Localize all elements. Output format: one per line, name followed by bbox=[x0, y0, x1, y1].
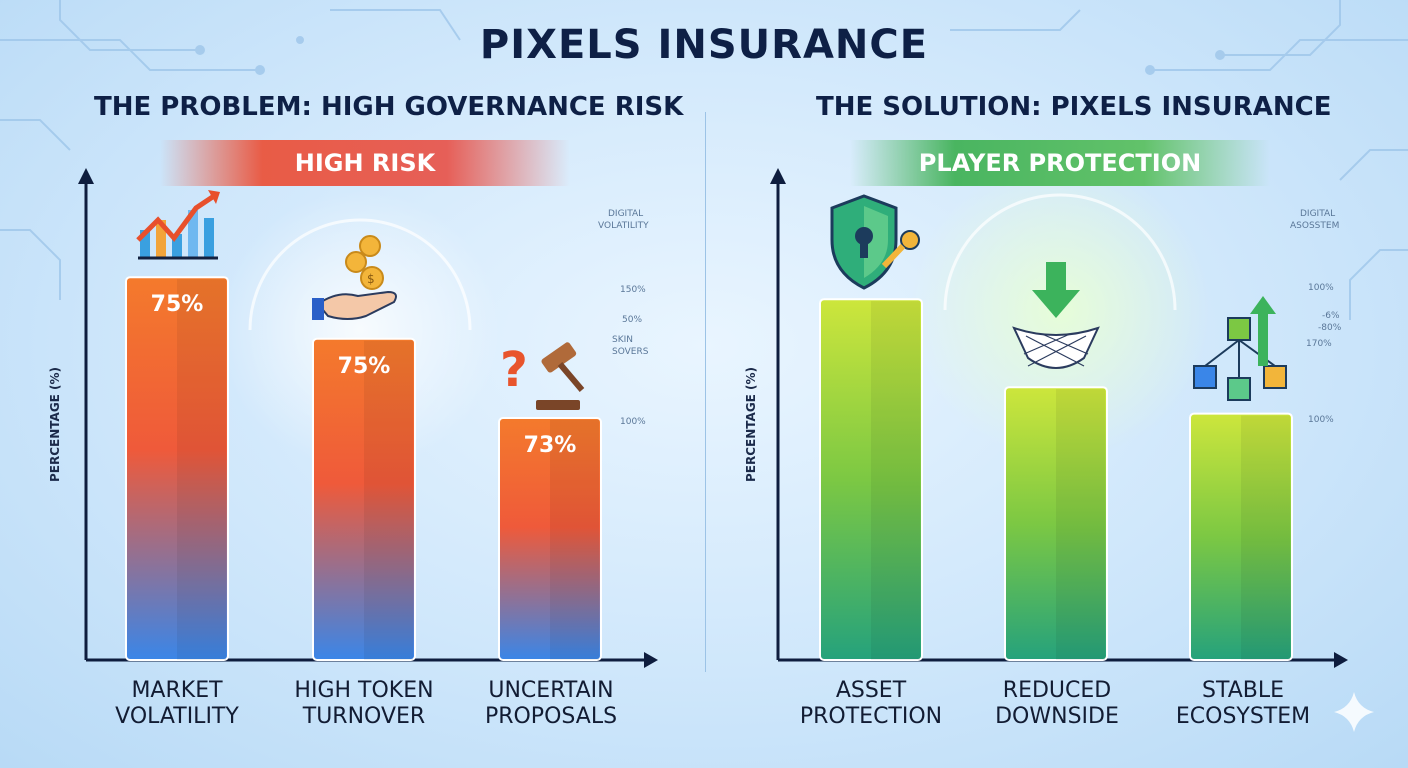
svg-text:?: ? bbox=[500, 342, 528, 398]
coins-hand-icon: $ bbox=[312, 235, 397, 320]
risk-bar-3 bbox=[498, 417, 602, 661]
risk-bar-1 bbox=[125, 276, 229, 661]
left-annotation-5: SKIN bbox=[612, 335, 633, 345]
player-protection-banner: PLAYER PROTECTION bbox=[850, 140, 1270, 186]
protection-bar-shade-1 bbox=[871, 301, 920, 660]
high-risk-banner: HIGH RISK bbox=[160, 140, 570, 186]
panel-divider bbox=[705, 112, 706, 672]
right-panel-heading: THE SOLUTION: PIXELS INSURANCE bbox=[816, 92, 1332, 122]
left-annotation-6: SOVERS bbox=[612, 347, 649, 357]
trend-chart-icon bbox=[136, 190, 220, 260]
category-label-market-volatility: MARKET VOLATILITY bbox=[115, 678, 239, 729]
right-annotation-6: 170% bbox=[1306, 339, 1332, 349]
left-annotation-3: 150% bbox=[620, 285, 646, 295]
protection-bar-shade-2 bbox=[1056, 389, 1105, 660]
right-annotation-5: -80% bbox=[1318, 323, 1342, 333]
bars-group-right bbox=[819, 298, 1293, 661]
right-annotation-7: 100% bbox=[1308, 415, 1334, 425]
risk-data-label-1: 75% bbox=[151, 292, 204, 317]
question-gavel-icon: ? bbox=[500, 342, 585, 410]
risk-data-label-2: 75% bbox=[338, 354, 391, 379]
right-annotation-2: ASOSSTEM bbox=[1290, 221, 1339, 231]
left-annotation-1: DIGITAL bbox=[608, 209, 643, 219]
risk-bar-shade-3 bbox=[550, 420, 599, 660]
left-annotation-7: 100% bbox=[620, 417, 646, 427]
protection-bar-3 bbox=[1189, 412, 1293, 661]
right-annotation-4: -6% bbox=[1322, 311, 1340, 321]
circuit-decoration-left bbox=[0, 0, 461, 300]
category-label-asset-protection: ASSET PROTECTION bbox=[799, 678, 943, 729]
right-y-axis-label: PERCENTAGE (%) bbox=[744, 366, 758, 482]
left-annotation-2: VOLATILITY bbox=[598, 221, 649, 231]
left-panel-heading: THE PROBLEM: HIGH GOVERNANCE RISK bbox=[94, 92, 684, 122]
blocks-arrow-icon bbox=[1193, 296, 1287, 401]
page-title: PIXELS INSURANCE bbox=[479, 22, 929, 68]
arrow-net-icon bbox=[1012, 262, 1100, 369]
left-annotation-4: 50% bbox=[622, 315, 642, 325]
right-annotation-1: DIGITAL bbox=[1300, 209, 1335, 219]
left-y-axis-label: PERCENTAGE (%) bbox=[48, 366, 62, 482]
category-label-uncertain-proposals: UNCERTAIN PROPOSALS bbox=[484, 678, 618, 729]
bars-group-left: 75% 75% 73% bbox=[125, 276, 602, 661]
risk-bar-shade-1 bbox=[177, 279, 226, 660]
risk-data-label-3: 73% bbox=[524, 433, 577, 458]
svg-text:$: $ bbox=[367, 272, 375, 286]
right-annotation-3: 100% bbox=[1308, 283, 1334, 293]
side-annotations-right: DIGITAL ASOSSTEM 100% -6% -80% 170% 100% bbox=[1290, 209, 1342, 425]
shield-key-icon bbox=[830, 194, 920, 290]
category-label-stable-ecosystem: STABLE ECOSYSTEM bbox=[1175, 678, 1311, 729]
protection-bar-2 bbox=[1004, 386, 1108, 661]
protection-bar-shade-3 bbox=[1241, 415, 1290, 660]
risk-bar-shade-2 bbox=[364, 340, 413, 660]
category-label-reduced-downside: REDUCED DOWNSIDE bbox=[995, 678, 1119, 729]
risk-bar-2 bbox=[312, 337, 416, 661]
category-label-high-token-turnover: HIGH TOKEN TURNOVER bbox=[294, 678, 434, 729]
protection-bar-1 bbox=[819, 298, 923, 661]
circuit-decoration-right bbox=[950, 0, 1408, 320]
side-annotations-left: DIGITAL VOLATILITY 150% 50% SKIN SOVERS 100% bbox=[598, 209, 649, 427]
sparkle-icon bbox=[1334, 692, 1374, 732]
glow-ring-left bbox=[220, 190, 500, 470]
